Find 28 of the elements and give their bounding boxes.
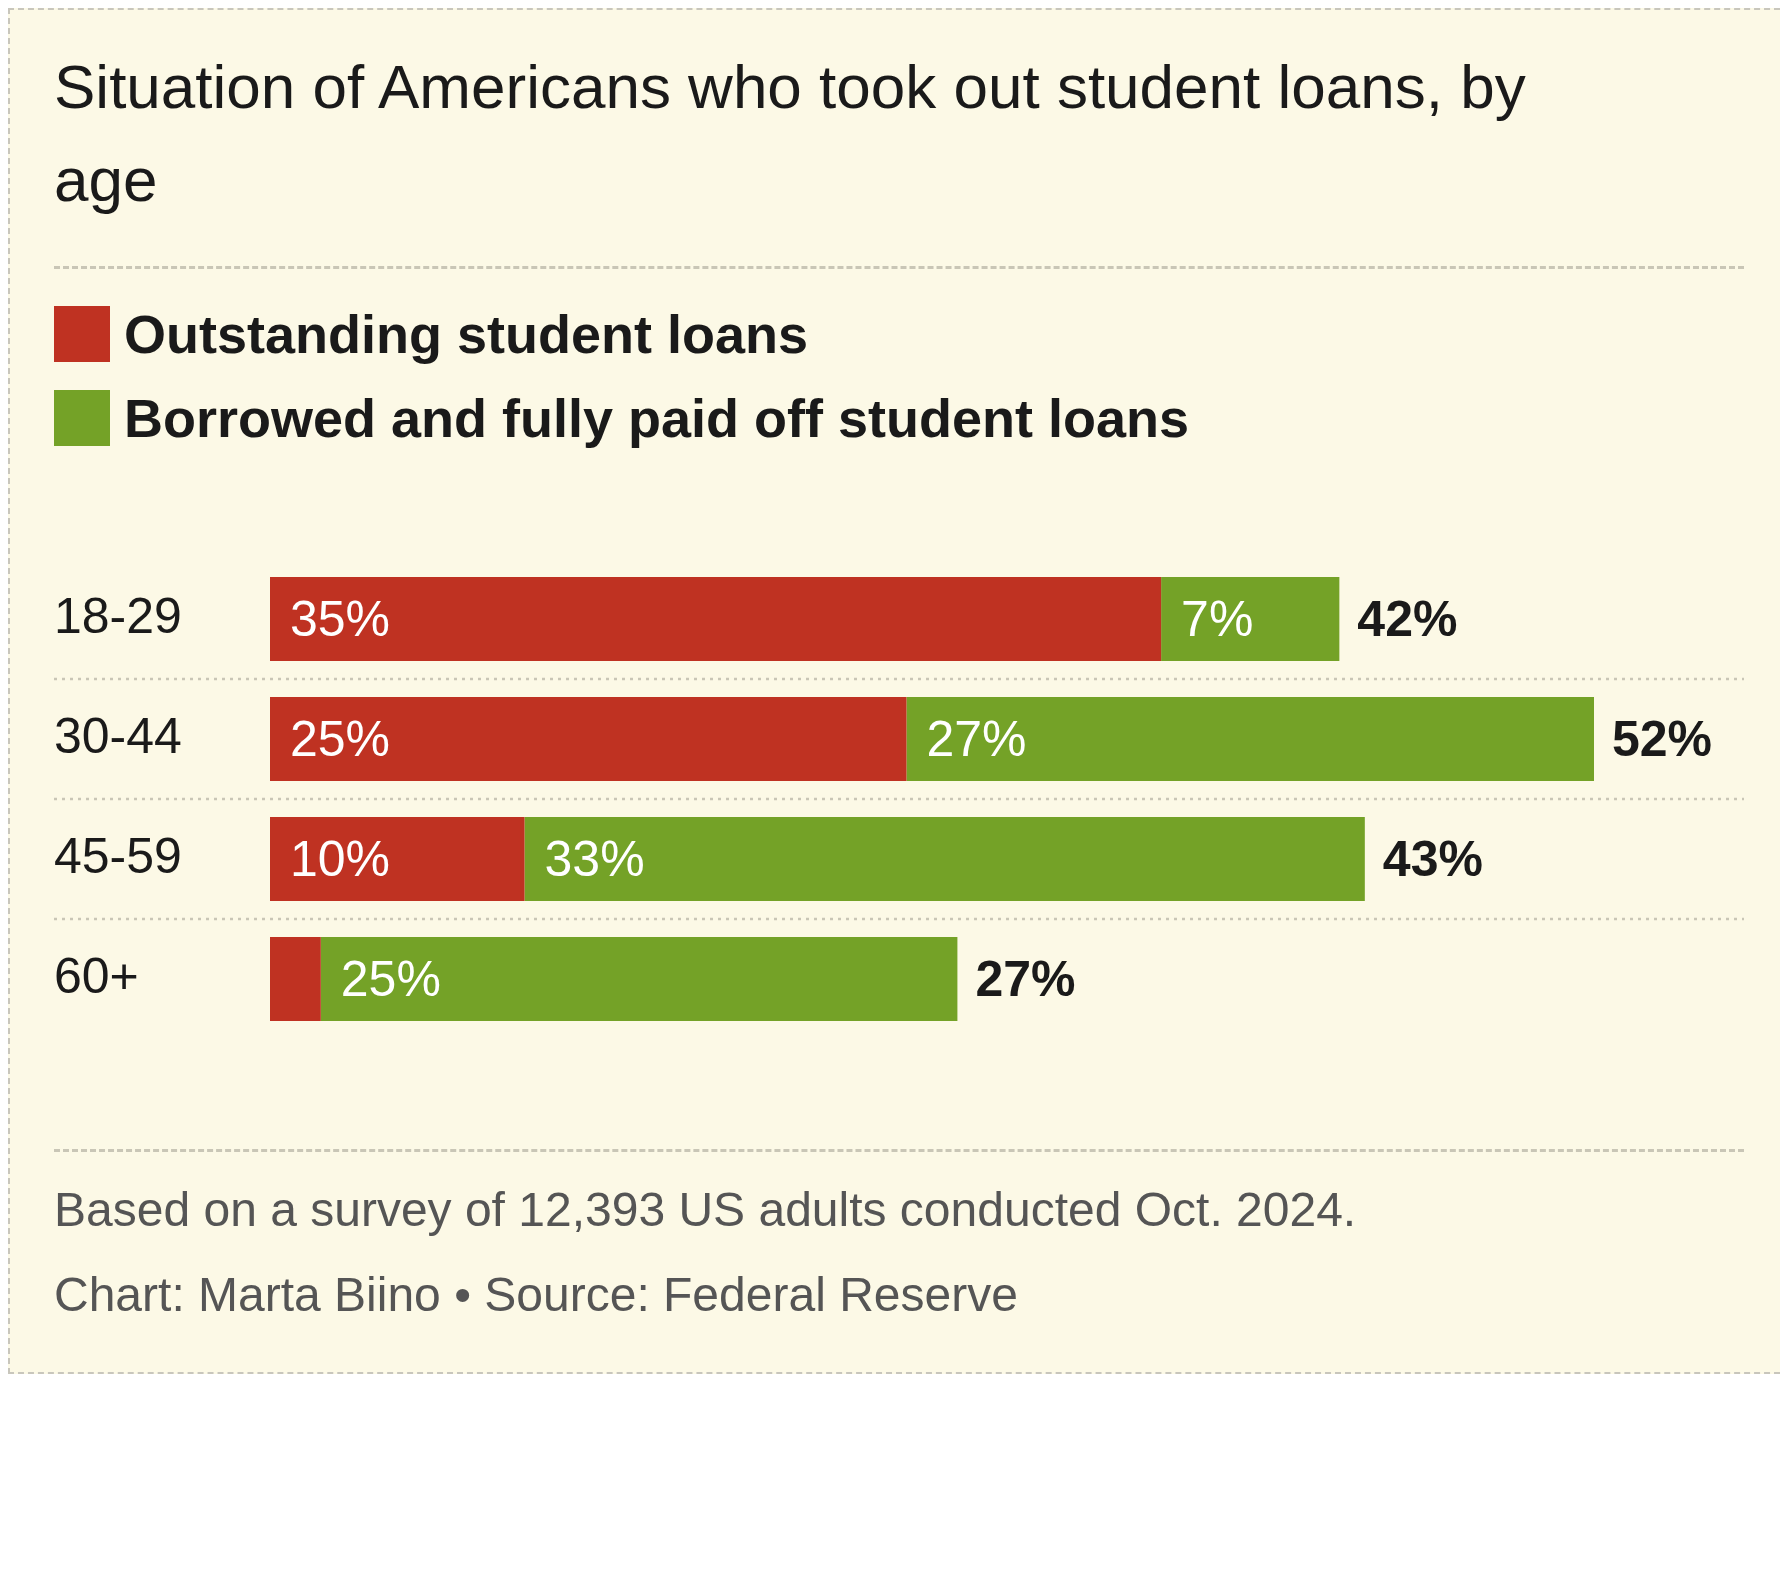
total-label: 52% xyxy=(1612,710,1713,767)
chart-title: Situation of Americans who took out student loans, by age xyxy=(54,51,1527,216)
legend-label: Borrowed and fully paid off student loans xyxy=(124,387,1190,449)
total-label: 43% xyxy=(1382,830,1483,887)
bar xyxy=(524,817,1365,901)
y-tick-label: 30-44 xyxy=(54,707,182,764)
data-label: 25% xyxy=(340,950,441,1007)
bar xyxy=(269,937,321,1021)
y-tick-label: 18-29 xyxy=(54,587,182,644)
y-tick-label: 45-59 xyxy=(54,827,182,884)
y-tick-label: 60+ xyxy=(54,947,139,1004)
bar xyxy=(320,937,958,1021)
bar xyxy=(269,697,907,781)
text: Based on a survey of 12,393 US adults conducted Oct. 2024. xyxy=(54,1182,1358,1237)
bar xyxy=(269,577,1162,661)
bar xyxy=(269,817,525,901)
data-label: 27% xyxy=(926,710,1027,767)
bar xyxy=(906,697,1594,781)
data-label: 10% xyxy=(289,830,390,887)
total-label: 42% xyxy=(1357,590,1458,647)
data-label: 25% xyxy=(289,710,390,767)
data-label: 7% xyxy=(1181,590,1254,647)
bar xyxy=(1161,577,1340,661)
data-label: 33% xyxy=(544,830,645,887)
legend-label: Outstanding student loans xyxy=(124,303,808,365)
data-label: 35% xyxy=(289,590,390,647)
text: Chart: Marta Biino • Source: Federal Reserve xyxy=(54,1267,1019,1322)
total-label: 27% xyxy=(975,950,1076,1007)
